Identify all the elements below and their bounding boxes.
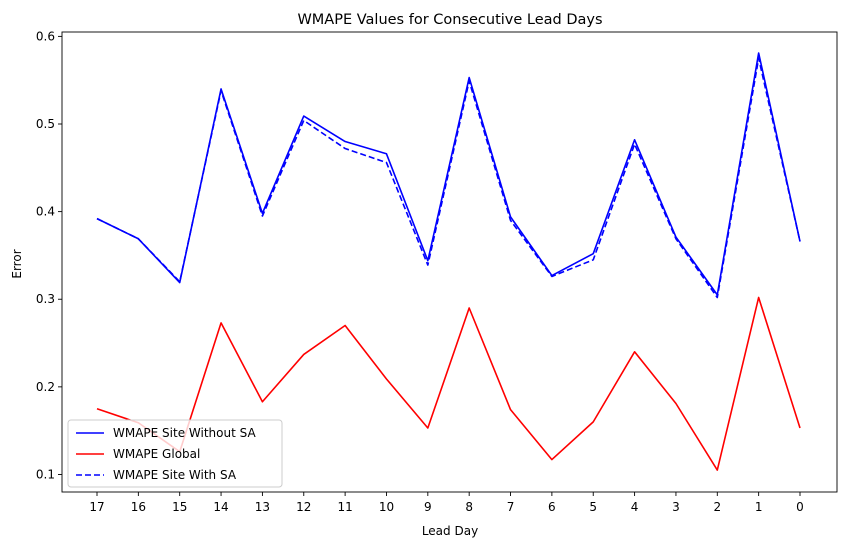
x-tick-label: 6 bbox=[548, 500, 556, 514]
series-line-3 bbox=[96, 57, 801, 299]
plot-area: 17 16 15 14 13 12 11 10 9 8 7 6 5 4 3 2 1 00.10.20.30.40.… bbox=[36, 29, 838, 514]
x-tick-label: 3 bbox=[672, 500, 680, 514]
x-tick-label: 10 bbox=[379, 500, 394, 514]
x-tick-label: 15 bbox=[172, 500, 187, 514]
y-tick-label: 0.4 bbox=[36, 205, 55, 219]
x-tick-label: 14 bbox=[213, 500, 228, 514]
legend-label-3: WMAPE Site With SA bbox=[113, 468, 237, 482]
series-line-2 bbox=[96, 296, 801, 471]
y-tick-label: 0.5 bbox=[36, 117, 55, 131]
x-axis-label: Lead Day bbox=[422, 524, 478, 538]
legend-label-2: WMAPE Global bbox=[113, 447, 200, 461]
x-tick-label: 4 bbox=[631, 500, 639, 514]
y-tick-label: 0.2 bbox=[36, 380, 55, 394]
legend-label-1: WMAPE Site Without SA bbox=[113, 426, 256, 440]
chart-title: WMAPE Values for Consecutive Lead Days bbox=[297, 12, 602, 28]
x-tick-label: 7 bbox=[507, 500, 515, 514]
x-tick-label: 1 bbox=[755, 500, 763, 514]
x-tick-label: 9 bbox=[424, 500, 432, 514]
y-axis-label: Error bbox=[10, 249, 24, 278]
y-tick-label: 0.6 bbox=[36, 29, 55, 43]
x-tick-label: 8 bbox=[465, 500, 473, 514]
axes-frame bbox=[61, 31, 838, 493]
x-tick-label: 11 bbox=[337, 500, 352, 514]
x-tick-label: 17 bbox=[89, 500, 104, 514]
y-tick-label: 0.3 bbox=[36, 292, 55, 306]
y-tick-label: 0.1 bbox=[36, 467, 55, 481]
x-tick-label: 13 bbox=[255, 500, 270, 514]
legend: WMAPE Site Without SA WMAPE Global WMAPE S… bbox=[67, 419, 283, 488]
x-tick-label: 5 bbox=[589, 500, 597, 514]
x-tick-label: 0 bbox=[796, 500, 804, 514]
x-tick-label: 16 bbox=[131, 500, 146, 514]
series-line-1 bbox=[96, 52, 801, 296]
x-tick-label: 2 bbox=[713, 500, 721, 514]
legend-box bbox=[67, 419, 283, 488]
x-tick-label: 12 bbox=[296, 500, 311, 514]
